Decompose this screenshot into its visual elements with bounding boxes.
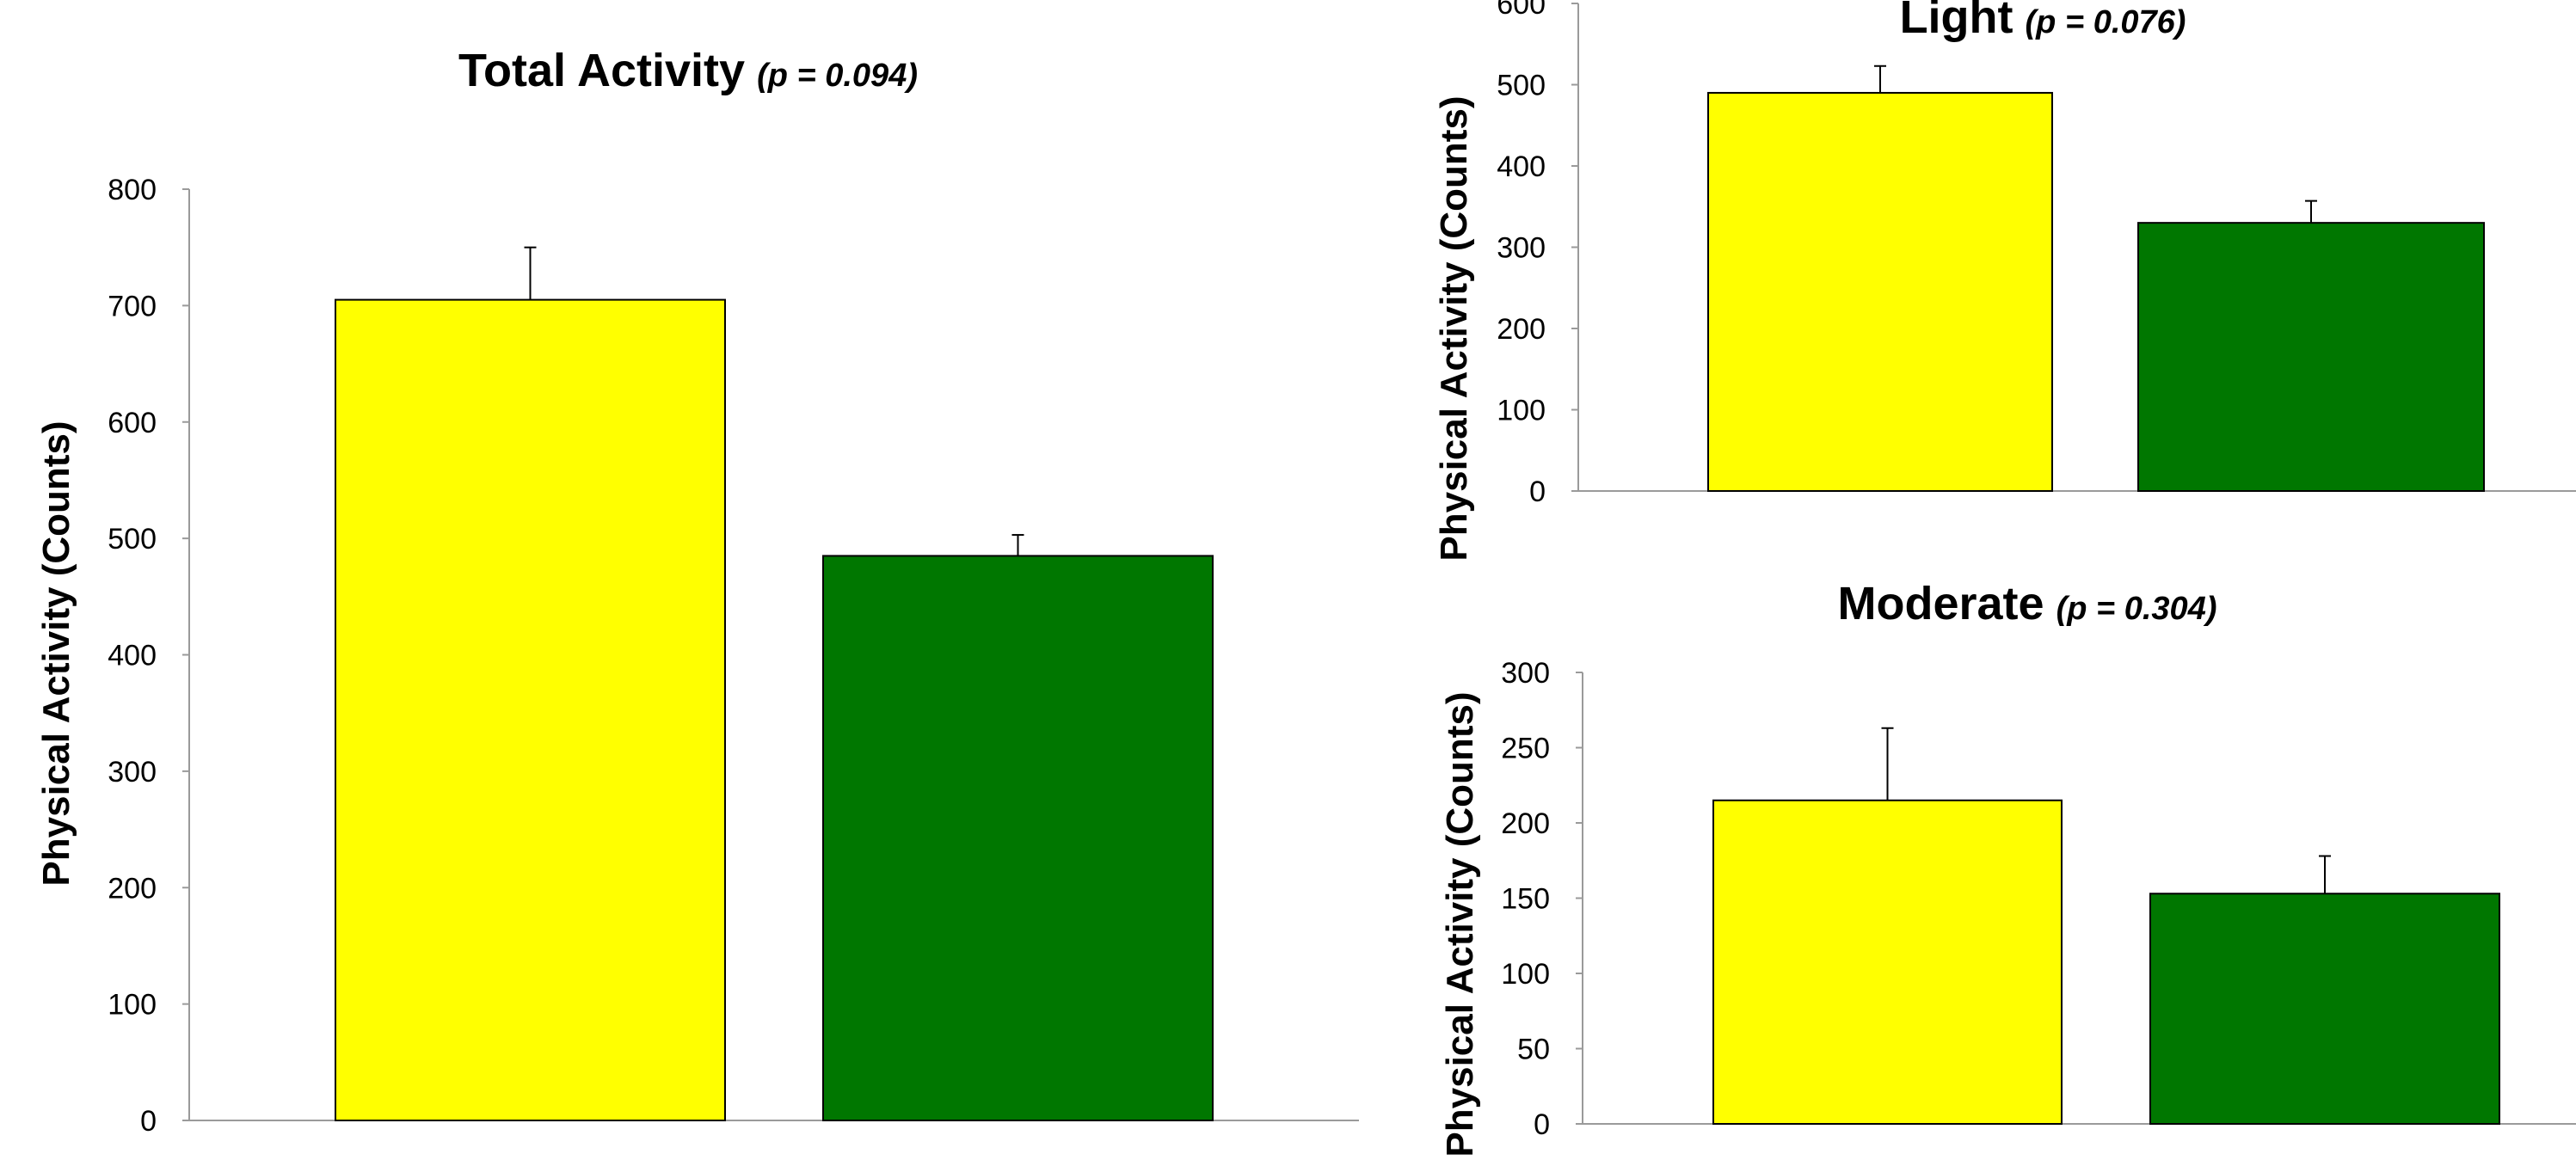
- chart-moderate: Moderate (p = 0.304) 0 50 100 150 200 250 300 Phy…: [1439, 578, 2576, 1157]
- title-text: Total Activity: [458, 45, 745, 96]
- y-tick-label: 200: [1501, 807, 1550, 840]
- y-tick-label: 0: [1534, 1108, 1550, 1141]
- p-value-label: (p = 0.094): [757, 58, 918, 94]
- chart-title: Total Activity (p = 0.094): [458, 45, 918, 96]
- title-text: Light: [1900, 0, 2013, 43]
- y-axis-label: Physical Activity (Counts): [35, 420, 77, 886]
- bar-2: [822, 555, 1214, 1121]
- y-tick-label: 400: [1497, 150, 1546, 183]
- bar-1: [335, 298, 726, 1121]
- p-value-label: (p = 0.304): [2056, 591, 2217, 627]
- y-tick-label: 100: [1501, 958, 1550, 991]
- y-axis-label: Physical Activity (Counts): [1433, 95, 1475, 561]
- bar-2: [2149, 893, 2500, 1125]
- chart-title: Moderate (p = 0.304): [1838, 578, 2217, 629]
- y-tick-label: 100: [108, 989, 157, 1022]
- y-tick-label: 600: [108, 407, 157, 439]
- y-tick-label: 0: [1529, 476, 1546, 508]
- chart-title: Light (p = 0.076): [1900, 0, 2186, 43]
- y-tick-label: 500: [1497, 70, 1546, 102]
- title-text: Moderate: [1838, 578, 2044, 629]
- p-value-label: (p = 0.076): [2026, 4, 2186, 40]
- y-tick-label: 300: [1501, 657, 1550, 690]
- y-tick-label: 150: [1501, 883, 1550, 916]
- y-tick-label: 250: [1501, 733, 1550, 765]
- y-tick-label: 400: [108, 640, 157, 672]
- y-tick-label: 0: [140, 1105, 157, 1138]
- bar-1: [1712, 799, 2063, 1125]
- y-tick-label: 700: [108, 290, 157, 322]
- y-tick-label: 200: [108, 872, 157, 905]
- y-tick-label: 800: [108, 174, 157, 206]
- y-axis-label: Physical Activity (Counts): [1439, 691, 1481, 1157]
- y-tick-label: 50: [1517, 1034, 1550, 1066]
- y-tick-label: 500: [108, 523, 157, 555]
- y-tick-label: 100: [1497, 395, 1546, 427]
- y-tick-label: 300: [1497, 232, 1546, 265]
- y-tick-label: 600: [1497, 0, 1546, 21]
- bar-1: [1707, 91, 2053, 492]
- chart-total: Total Activity (p = 0.094) 0 100 200 300 400 50…: [35, 45, 1359, 1138]
- y-tick-label: 200: [1497, 313, 1546, 346]
- chart-light: Light (p = 0.076) 0 100 200 300 400 500 600 Physi…: [1433, 0, 2576, 562]
- bar-2: [2137, 222, 2485, 492]
- y-tick-label: 300: [108, 756, 157, 789]
